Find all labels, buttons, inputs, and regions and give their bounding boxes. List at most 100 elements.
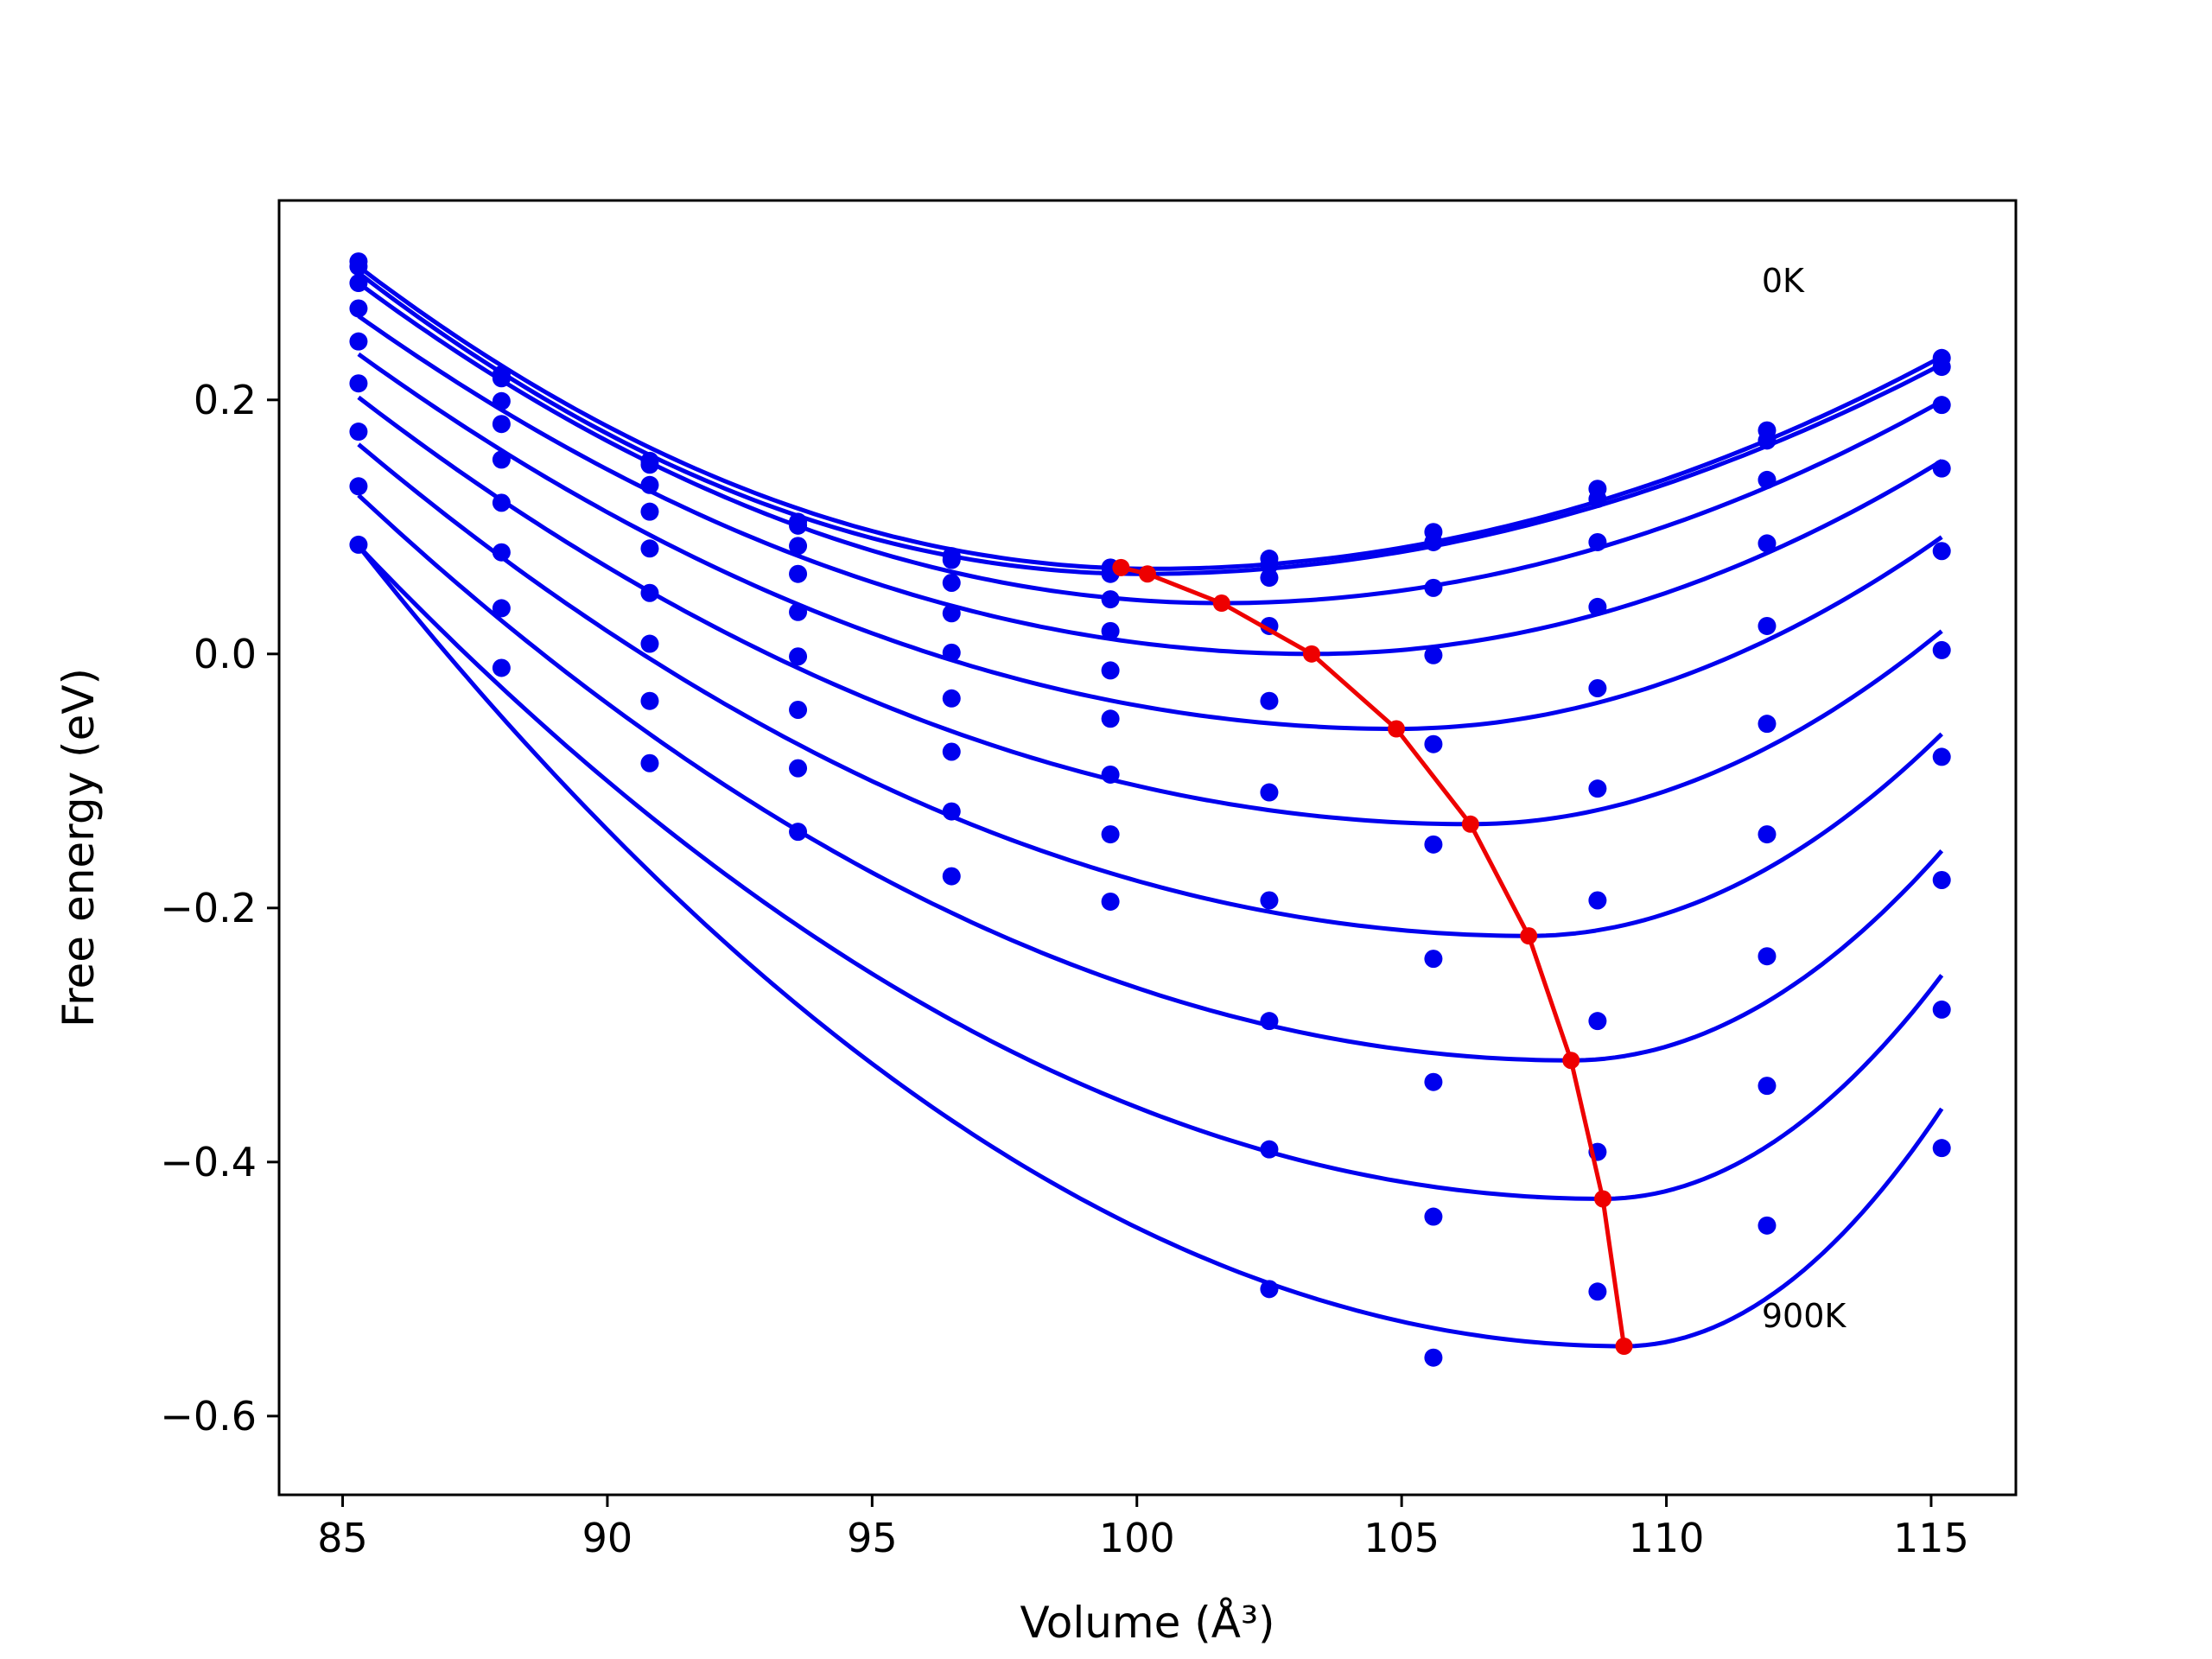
- data-point: [1424, 835, 1443, 854]
- minimum-point: [1112, 558, 1130, 576]
- data-point: [1758, 947, 1777, 966]
- data-point: [349, 332, 368, 351]
- minimum-point: [1388, 720, 1406, 738]
- y-tick-label: 0.2: [194, 377, 257, 423]
- data-point: [492, 543, 511, 562]
- data-point: [1260, 691, 1279, 710]
- data-point: [1588, 1282, 1607, 1301]
- data-point: [349, 535, 368, 554]
- data-point: [1101, 709, 1120, 728]
- data-point: [1588, 489, 1607, 508]
- data-point: [1758, 825, 1777, 844]
- data-point: [1758, 431, 1777, 450]
- data-point: [1101, 765, 1120, 784]
- plot-area: [349, 252, 1951, 1367]
- x-tick-label: 115: [1893, 1515, 1969, 1561]
- data-point: [640, 753, 659, 772]
- data-point: [1588, 597, 1607, 616]
- minimum-point: [1302, 645, 1320, 663]
- data-point: [1758, 616, 1777, 635]
- data-point: [1260, 1012, 1279, 1031]
- data-point: [1758, 470, 1777, 489]
- data-point: [1260, 1280, 1279, 1299]
- fit-curve-400K: [357, 352, 1943, 731]
- data-point: [1932, 1000, 1951, 1019]
- x-tick-label: 110: [1629, 1515, 1705, 1561]
- minimum-point: [1212, 594, 1230, 613]
- data-point: [1758, 1216, 1777, 1235]
- fit-curve-500K: [357, 395, 1943, 827]
- x-tick-label: 105: [1363, 1515, 1440, 1561]
- data-point: [349, 257, 368, 276]
- data-point: [1424, 645, 1443, 664]
- data-point: [789, 564, 808, 583]
- y-tick-label: −0.4: [160, 1139, 257, 1185]
- data-point: [1260, 1140, 1279, 1159]
- data-point: [492, 369, 511, 388]
- data-point: [789, 602, 808, 621]
- data-point: [492, 415, 511, 434]
- data-point: [789, 700, 808, 719]
- data-point: [349, 374, 368, 393]
- data-point: [1588, 1012, 1607, 1031]
- data-point: [789, 647, 808, 666]
- fit-curve-800K: [357, 544, 1944, 1201]
- y-axis-title: Free energy (eV): [54, 668, 104, 1027]
- x-tick-label: 95: [847, 1515, 898, 1561]
- data-point: [1424, 532, 1443, 551]
- data-point: [492, 391, 511, 410]
- minima-line: [1120, 565, 1626, 1347]
- fit-curve-100K: [357, 270, 1943, 576]
- data-point: [789, 537, 808, 556]
- data-point: [1260, 569, 1279, 588]
- minimum-point: [1615, 1338, 1633, 1356]
- data-point: [1932, 396, 1951, 415]
- data-point: [1424, 734, 1443, 753]
- curve-annotations: 0K 900K: [1762, 262, 1847, 1335]
- y-axis-ticks: 0.2 0.0 −0.2 −0.4 −0.6: [160, 377, 279, 1440]
- data-point: [942, 550, 961, 569]
- data-point: [789, 759, 808, 778]
- data-point: [942, 573, 961, 592]
- x-tick-label: 85: [317, 1515, 368, 1561]
- data-point: [640, 691, 659, 710]
- data-point: [789, 823, 808, 842]
- data-point: [942, 867, 961, 886]
- data-point: [1101, 590, 1120, 609]
- data-point: [1101, 661, 1120, 680]
- data-point: [942, 689, 961, 708]
- data-point: [1758, 715, 1777, 734]
- data-point: [349, 274, 368, 293]
- data-point: [1101, 825, 1120, 844]
- annotation-0k: 0K: [1762, 262, 1805, 300]
- fit-curve-0K: [357, 264, 1943, 571]
- data-point: [640, 583, 659, 602]
- x-tick-label: 90: [582, 1515, 633, 1561]
- data-point: [1932, 640, 1951, 659]
- data-point: [1101, 621, 1120, 640]
- data-point: [1260, 891, 1279, 910]
- x-axis-title: Volume (Å³): [1020, 1598, 1274, 1648]
- fit-curve-900K: [356, 544, 1944, 1349]
- data-points: [349, 252, 1951, 1367]
- y-tick-label: −0.2: [160, 885, 257, 931]
- data-point: [640, 475, 659, 494]
- fit-curves: [356, 264, 1944, 1349]
- data-point: [1758, 534, 1777, 553]
- data-point: [942, 742, 961, 761]
- data-point: [1932, 870, 1951, 889]
- data-point: [492, 493, 511, 512]
- fit-curve-700K: [357, 493, 1944, 1063]
- data-point: [1932, 542, 1951, 561]
- data-point: [1588, 779, 1607, 798]
- minimum-point: [1594, 1190, 1612, 1208]
- data-point: [1260, 556, 1279, 575]
- data-point: [942, 643, 961, 662]
- data-point: [1424, 578, 1443, 597]
- annotation-900k: 900K: [1762, 1297, 1847, 1335]
- minimum-point: [1139, 565, 1156, 583]
- fit-curve-300K: [357, 314, 1943, 657]
- data-point: [492, 599, 511, 618]
- fit-curve-200K: [357, 281, 1943, 606]
- x-tick-label: 100: [1099, 1515, 1175, 1561]
